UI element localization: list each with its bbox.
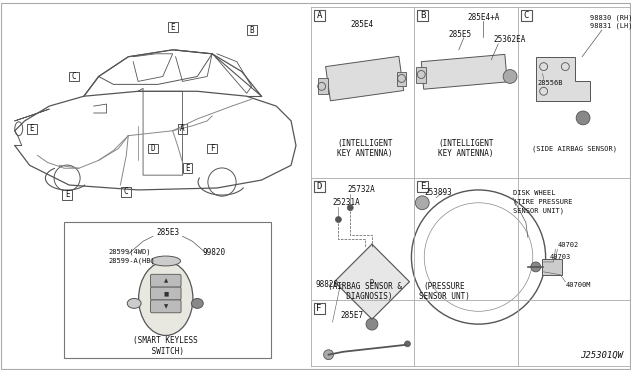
Bar	[417, 181, 428, 192]
FancyBboxPatch shape	[150, 287, 181, 300]
Circle shape	[348, 205, 353, 211]
Text: (INTELLIGENT
KEY ANTENNA): (INTELLIGENT KEY ANTENNA)	[337, 139, 393, 158]
Text: C: C	[124, 187, 129, 196]
Bar	[168, 22, 177, 32]
Text: C: C	[524, 11, 529, 20]
Ellipse shape	[151, 256, 180, 266]
Circle shape	[576, 111, 590, 125]
Polygon shape	[397, 71, 406, 86]
Text: D: D	[150, 144, 156, 153]
Text: 98820: 98820	[316, 280, 339, 289]
Text: A: A	[180, 124, 185, 133]
Text: ▼: ▼	[164, 304, 168, 309]
Text: D: D	[317, 182, 322, 191]
Bar	[521, 10, 532, 21]
Text: 99820: 99820	[202, 248, 225, 257]
Text: F: F	[210, 144, 214, 153]
Text: 28599-A(HB): 28599-A(HB)	[109, 258, 156, 264]
Text: (SMART KEYLESS
 SWITCH): (SMART KEYLESS SWITCH)	[133, 336, 198, 356]
Text: 25362EA: 25362EA	[493, 35, 525, 45]
Text: DISK WHEEL: DISK WHEEL	[513, 190, 556, 196]
Bar	[177, 124, 188, 134]
Polygon shape	[317, 78, 328, 94]
Polygon shape	[541, 259, 563, 275]
Text: F: F	[317, 304, 322, 313]
Circle shape	[404, 341, 410, 347]
Text: ■: ■	[163, 291, 168, 296]
Text: 285E3: 285E3	[156, 228, 179, 237]
Text: E: E	[170, 23, 175, 32]
Polygon shape	[417, 67, 426, 83]
FancyBboxPatch shape	[150, 274, 181, 287]
Ellipse shape	[191, 298, 204, 308]
Bar	[148, 144, 158, 153]
Text: (PRESSURE
SENSOR UNT): (PRESSURE SENSOR UNT)	[419, 282, 469, 301]
Bar	[122, 187, 131, 197]
Text: 98830 (RH): 98830 (RH)	[590, 14, 632, 20]
Text: (SIDE AIRBAG SENSOR): (SIDE AIRBAG SENSOR)	[532, 145, 617, 152]
Text: C: C	[72, 72, 76, 81]
Text: (AIRBAG SENSOR &
  DIAGNOSIS): (AIRBAG SENSOR & DIAGNOSIS)	[328, 282, 402, 301]
Text: (TIRE PRESSURE: (TIRE PRESSURE	[513, 199, 573, 205]
Text: E: E	[420, 182, 426, 191]
Bar	[314, 304, 324, 314]
Text: 285E4: 285E4	[350, 20, 373, 29]
Bar	[314, 181, 324, 192]
Bar	[417, 10, 428, 21]
Bar	[246, 25, 257, 35]
Text: 40702: 40702	[557, 242, 579, 248]
Circle shape	[415, 196, 429, 210]
Text: E: E	[185, 164, 190, 173]
Text: 25231A: 25231A	[333, 198, 360, 207]
Ellipse shape	[127, 298, 141, 308]
Text: (INTELLIGENT
KEY ANTENNA): (INTELLIGENT KEY ANTENNA)	[438, 139, 493, 158]
Text: 285E7: 285E7	[340, 311, 364, 320]
Text: B: B	[249, 26, 254, 35]
Text: 285E4+A: 285E4+A	[467, 13, 500, 22]
Circle shape	[531, 262, 541, 272]
Circle shape	[503, 70, 517, 83]
Text: 253893: 253893	[424, 188, 452, 198]
Text: 25732A: 25732A	[348, 186, 375, 195]
Bar	[421, 54, 508, 89]
Bar	[207, 144, 217, 153]
Ellipse shape	[139, 262, 193, 336]
Text: 40700M: 40700M	[565, 282, 591, 288]
Bar	[27, 124, 36, 134]
Bar	[182, 163, 193, 173]
FancyBboxPatch shape	[150, 300, 181, 313]
Text: B: B	[420, 11, 426, 20]
Polygon shape	[536, 57, 590, 101]
Circle shape	[335, 217, 341, 222]
Text: SENSOR UNIT): SENSOR UNIT)	[513, 208, 564, 214]
Text: 285E5: 285E5	[449, 29, 472, 39]
Text: 40703: 40703	[550, 254, 571, 260]
Text: D: D	[370, 279, 374, 285]
Circle shape	[366, 318, 378, 330]
Bar	[62, 190, 72, 200]
Text: 98831 (LH): 98831 (LH)	[590, 23, 632, 29]
Bar	[69, 71, 79, 81]
Text: 28556B: 28556B	[538, 80, 563, 86]
Text: ▲: ▲	[164, 278, 168, 283]
Text: E: E	[29, 124, 34, 133]
Text: A: A	[317, 11, 322, 20]
Circle shape	[324, 350, 333, 360]
Text: E: E	[65, 190, 69, 199]
Bar	[64, 221, 271, 357]
Text: J25301QW: J25301QW	[580, 351, 623, 360]
Text: 28599(4WD): 28599(4WD)	[109, 249, 151, 255]
Bar	[314, 10, 324, 21]
Bar	[326, 56, 404, 101]
Polygon shape	[335, 244, 410, 319]
